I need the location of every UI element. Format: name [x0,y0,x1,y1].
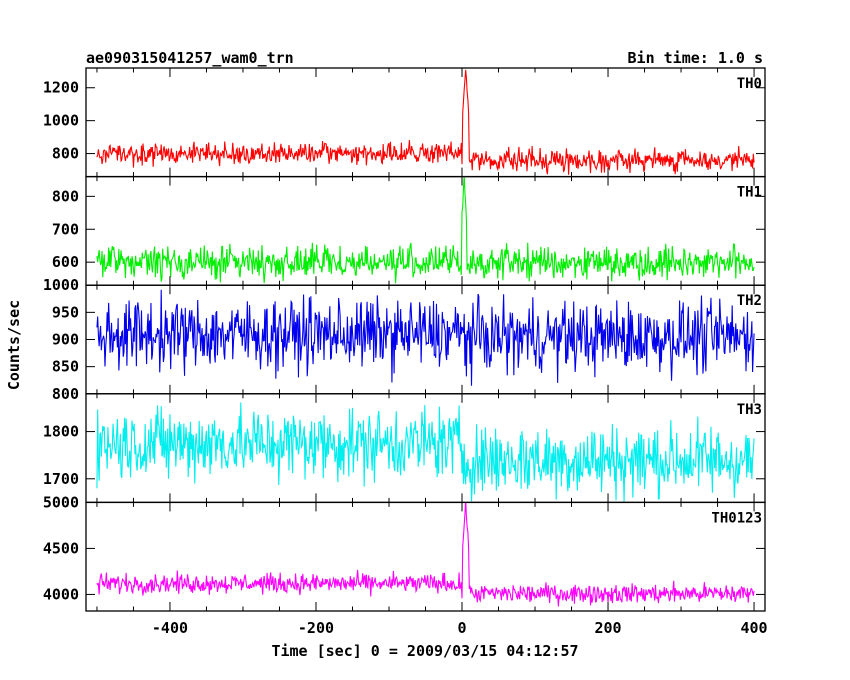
y-tick-label: 4000 [43,585,79,603]
y-tick-label: 1700 [43,470,79,488]
x-tick-label: -400 [152,619,188,637]
series-line-th1 [96,176,755,284]
series-line-th2 [96,289,755,386]
series-line-th3 [96,402,755,502]
y-tick-label: 1000 [43,276,79,294]
x-tick-label: 200 [594,619,621,637]
y-tick-label: 950 [52,303,79,321]
panel-label-th0123: TH0123 [711,510,762,526]
panels-group: 800 1000 1200 TH0 600 700 800 TH1 800 850 900 950 10… [43,67,768,637]
panel-label-th1: TH1 [737,185,762,201]
panel-label-th2: TH2 [737,293,762,309]
bin-time-label: Bin time: 1.0 s [628,49,763,67]
x-tick-label: -200 [298,619,334,637]
series-line-th0123 [96,502,755,607]
y-tick-label: 1200 [43,79,79,97]
y-tick-label: 900 [52,331,79,349]
x-tick-label: 400 [741,619,768,637]
y-tick-label: 800 [52,385,79,403]
series-line-th0 [96,69,755,175]
x-tick-label: 0 [457,619,466,637]
y-tick-label: 1000 [43,112,79,130]
y-tick-label: 4500 [43,539,79,557]
y-tick-label: 5000 [43,493,79,511]
panel-label-th0: TH0 [737,76,762,92]
y-tick-label: 700 [52,220,79,238]
y-tick-label: 600 [52,253,79,271]
chart-title: ae090315041257_wam0_trn [86,49,294,67]
y-tick-label: 800 [52,145,79,163]
y-tick-label: 800 [52,187,79,205]
y-tick-label: 1800 [43,423,79,441]
x-axis-label: Time [sec] 0 = 2009/03/15 04:12:57 [271,642,578,660]
y-tick-label: 850 [52,358,79,376]
y-axis-label: Counts/sec [5,300,23,390]
panel-label-th3: TH3 [737,402,762,418]
